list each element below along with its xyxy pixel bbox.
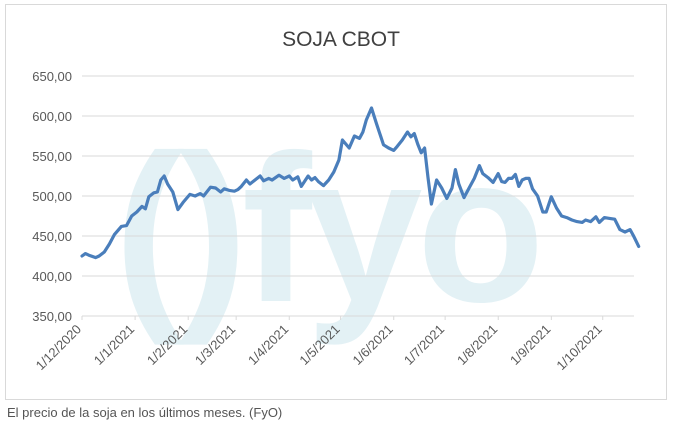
- price-line: [80, 106, 641, 260]
- figure-caption: El precio de la soja en los últimos mese…: [7, 405, 283, 420]
- y-tick-label: 600,00: [32, 109, 72, 124]
- y-tick-label: 350,00: [32, 309, 72, 324]
- line-chart: ()fyo 350,00 400,00 450,00 500,00 550,00 600,…: [32, 28, 641, 374]
- watermark-text: ()fyo: [114, 111, 539, 346]
- y-tick-label: 650,00: [32, 69, 72, 84]
- x-tick-label: 1/12/2020: [33, 322, 85, 374]
- y-tick-label: 450,00: [32, 229, 72, 244]
- y-tick-label: 400,00: [32, 269, 72, 284]
- fyo-watermark: ()fyo: [114, 111, 545, 346]
- y-axis-ticks: 350,00 400,00 450,00 500,00 550,00 600,00 650,…: [32, 69, 72, 324]
- y-tick-label: 550,00: [32, 149, 72, 164]
- chart-frame: ()fyo 350,00 400,00 450,00 500,00 550,00 600,…: [5, 4, 667, 400]
- x-tick-label: 1/10/2021: [553, 322, 605, 374]
- y-tick-label: 500,00: [32, 189, 72, 204]
- series-lines: [80, 106, 641, 260]
- chart-title: SOJA CBOT: [282, 28, 400, 51]
